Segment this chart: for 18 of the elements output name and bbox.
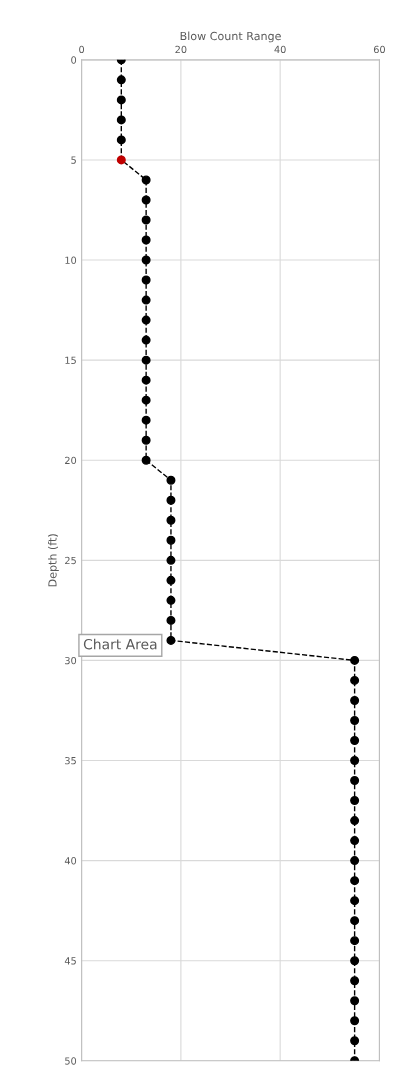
x-tick-label: 60 (373, 45, 385, 54)
x-tick-label: 20 (175, 45, 187, 54)
y-tick-label: 15 (65, 356, 76, 364)
y-tick-label: 0 (71, 56, 77, 64)
y-tick-label: 25 (65, 556, 76, 565)
x-tick-label: 40 (274, 45, 286, 54)
annotation: Chart Area (83, 638, 157, 650)
y-tick-label: 45 (64, 957, 76, 965)
y-tick-label: 35 (65, 756, 76, 765)
y-tick-label: 30 (65, 656, 77, 665)
y-tick-label: 50 (65, 1057, 77, 1065)
y-axis-title: Depth (ft) (48, 534, 59, 587)
y-tick-label: 10 (65, 256, 77, 264)
y-tick-label: 20 (65, 456, 77, 465)
y-tick-label: 40 (64, 857, 77, 865)
y-tick-label: 5 (71, 156, 76, 164)
x-axis-title: Blow Count Range (180, 31, 281, 43)
x-tick-label: 0 (79, 45, 85, 54)
